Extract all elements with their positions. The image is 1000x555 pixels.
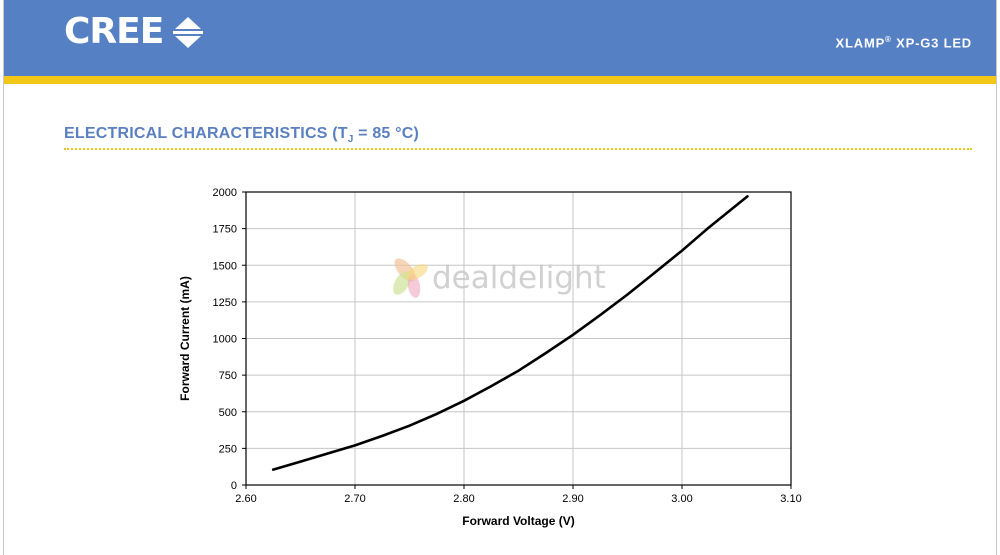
- grid-lines: [246, 192, 791, 485]
- brand-logo: CREE: [64, 12, 205, 52]
- section-title-suffix: = 85 °C): [353, 125, 420, 142]
- y-tick-label: 750: [219, 370, 237, 382]
- page-frame: [3, 0, 997, 555]
- header-band: [4, 0, 996, 76]
- x-tick-label: 2.60: [235, 493, 256, 505]
- header-stripe: [4, 76, 996, 84]
- y-axis-label: Forward Current (mA): [178, 276, 192, 401]
- watermark: dealdelight: [393, 258, 606, 298]
- watermark-text: dealdelight: [432, 260, 606, 296]
- x-tick-label: 2.80: [453, 493, 474, 505]
- series-line: [271, 195, 749, 471]
- y-tick-label: 500: [219, 407, 237, 419]
- x-axis-label: Forward Voltage (V): [462, 514, 574, 528]
- product-name: XLAMP: [835, 35, 886, 51]
- y-tick-label: 1500: [213, 260, 237, 272]
- section-title: ELECTRICAL CHARACTERISTICS (TJ = 85 °C): [64, 125, 419, 145]
- brand-diamond-icon: [173, 17, 204, 48]
- registered-mark: ®: [885, 35, 892, 44]
- section-title-prefix: ELECTRICAL CHARACTERISTICS (T: [64, 125, 348, 142]
- x-tick-label: 3.10: [780, 493, 801, 505]
- product-model: XP-G3 LED: [896, 35, 972, 51]
- x-tick-label: 2.90: [562, 493, 583, 505]
- y-tick-label: 1250: [213, 297, 237, 309]
- y-tick-label: 0: [231, 480, 237, 492]
- section-title-subscript: J: [347, 134, 354, 146]
- x-tick-label: 2.70: [344, 493, 365, 505]
- x-tick-label: 3.00: [671, 493, 692, 505]
- product-title: XLAMP® XP-G3 LED: [836, 35, 972, 50]
- axis-ticks: 2.60 2.70 2.80 2.90 3.00 3.10 0 250 500 750 1000 12…: [213, 187, 802, 505]
- watermark-logo-icon: [393, 258, 428, 298]
- y-tick-label: 1000: [213, 334, 237, 346]
- y-tick-label: 1750: [213, 224, 237, 236]
- y-tick-label: 250: [219, 443, 237, 455]
- section-divider: [64, 148, 972, 150]
- brand-name: CREE: [64, 11, 164, 52]
- y-tick-label: 2000: [213, 187, 237, 199]
